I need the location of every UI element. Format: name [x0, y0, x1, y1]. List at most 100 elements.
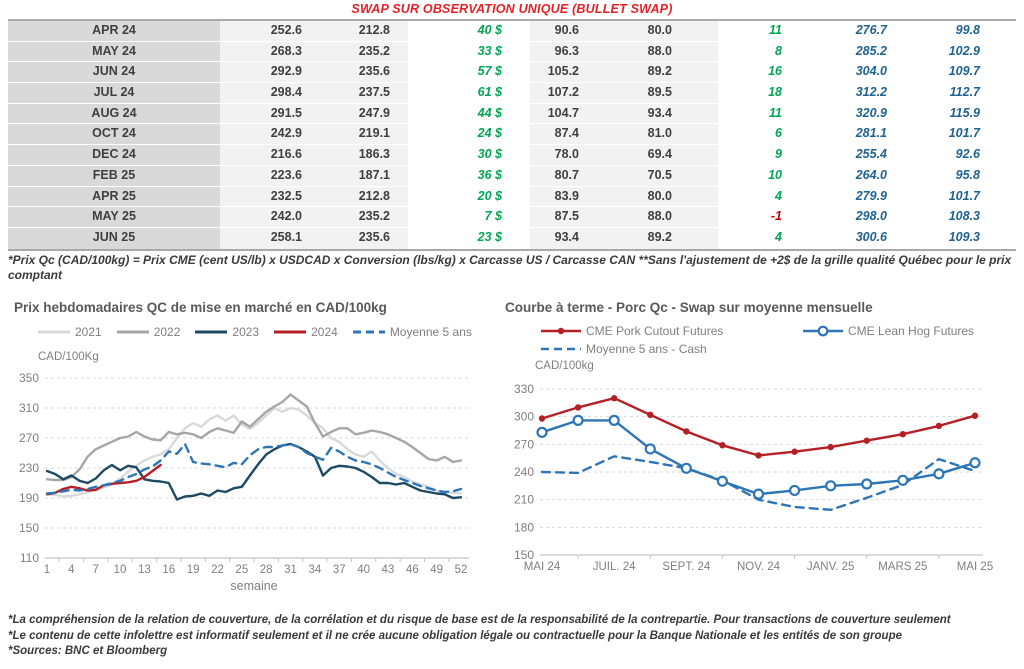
- table-cell: 61 $: [408, 83, 530, 104]
- table-cell: 9: [718, 145, 810, 166]
- table-cell: 95.8: [915, 166, 1016, 187]
- x-tick-label: 1: [44, 564, 50, 576]
- data-point: [536, 426, 548, 438]
- table-cell: 24 $: [408, 124, 530, 146]
- table-cell: 304.0: [810, 62, 915, 84]
- table-cell: 11: [718, 21, 810, 42]
- table-cell: 223.6: [220, 165, 332, 187]
- chart-legend: CME Pork Cutout Futures CME Lean Hog Futu…: [541, 324, 974, 356]
- x-tick-label: JUIL. 24: [593, 561, 636, 573]
- x-tick-label: 46: [406, 564, 419, 576]
- table-cell: 281.1: [810, 124, 915, 146]
- y-tick-label: 300: [514, 410, 534, 424]
- chart-title: Prix hebdomadaires QC de mise en marché …: [14, 300, 387, 315]
- table-row: OCT 24 242.9 219.1 24 $87.4 81.0 6 281.1 101.7: [8, 124, 1016, 146]
- x-tick-label: 37: [333, 564, 346, 576]
- x-tick-label: 31: [284, 564, 297, 576]
- x-tick-label: SEPT. 24: [662, 561, 711, 573]
- table-cell: 264.0: [810, 166, 915, 187]
- x-tick-label: JANV. 25: [807, 561, 855, 573]
- table-cell: 186.3: [332, 145, 408, 166]
- table-cell: 212.8: [332, 21, 408, 42]
- x-axis-label: semaine: [230, 579, 277, 593]
- x-tick-label: 10: [114, 564, 127, 576]
- table-cell: 235.6: [332, 62, 408, 84]
- table-cell: 109.7: [915, 62, 1016, 84]
- data-point: [716, 475, 729, 487]
- y-tick-label: 310: [19, 401, 39, 415]
- y-tick-label: 110: [20, 551, 39, 565]
- table-cell: 291.5: [220, 103, 332, 125]
- table-cell: 216.6: [220, 145, 332, 166]
- data-point: [899, 430, 907, 438]
- legend-item: CME Lean Hog Futures: [803, 324, 974, 338]
- x-tick-label: NOV. 24: [737, 561, 781, 573]
- page-title: SWAP SUR OBSERVATION UNIQUE (BULLET SWAP…: [351, 2, 673, 16]
- series-2022: [45, 393, 463, 482]
- table-cell: 89.2: [625, 227, 718, 249]
- legend-swatch-dashed-line: [541, 347, 581, 351]
- table-cell: 285.2: [810, 42, 915, 63]
- legend-label: 2024: [311, 325, 338, 339]
- legend-label: 2023: [232, 325, 260, 339]
- table-cell: 247.9: [332, 103, 408, 125]
- table-cell: OCT 24: [8, 124, 220, 146]
- table-cell: APR 25: [8, 186, 220, 208]
- legend-swatch-line: [116, 330, 149, 334]
- table-row: MAY 24 268.3 235.2 33 $96.3 88.0 8 285.2 102.9: [8, 41, 1016, 63]
- forward-curve-chart: Courbe à terme - Porc Qc - Swap sur moye…: [505, 300, 1019, 612]
- table-cell: 99.8: [915, 21, 1016, 42]
- table-cell: 6: [718, 124, 810, 146]
- table-footnote: *Prix Qc (CAD/100kg) = Prix CME (cent US…: [8, 253, 1012, 282]
- data-point: [680, 462, 692, 474]
- table-cell: AUG 24: [8, 103, 220, 125]
- table-cell: 93.4: [625, 103, 718, 125]
- table-cell: 235.2: [332, 207, 408, 228]
- table-cell: 112.7: [915, 83, 1016, 104]
- legend-swatch-dot-line: [541, 327, 581, 335]
- table-cell: 235.2: [332, 41, 408, 63]
- table-cell: 87.5: [530, 207, 625, 228]
- table-cell: 219.1: [332, 124, 408, 146]
- y-tick-label: 180: [514, 520, 534, 534]
- table-row: AUG 24 291.5 247.9 44 $104.7 93.4 11 320.9 115.…: [8, 103, 1016, 125]
- table-cell: 320.9: [810, 104, 915, 125]
- y-tick-label: 350: [19, 371, 39, 385]
- y-tick-label: 190: [19, 491, 39, 505]
- table-row: MAY 25 242.0 235.2 7 $87.5 88.0 -1 298.0 108.3: [8, 207, 1016, 228]
- table-cell: 16: [718, 62, 810, 84]
- x-tick-label: 22: [211, 564, 224, 576]
- chart-title: Courbe à terme - Porc Qc - Swap sur moye…: [505, 300, 873, 315]
- table-cell: 109.3: [948, 229, 980, 244]
- data-point: [861, 478, 873, 490]
- x-tick-label: 34: [308, 564, 321, 576]
- table-cell: JUN 25: [8, 227, 220, 249]
- x-tick-label: MAI 24: [524, 561, 561, 573]
- x-tick-label: 7: [93, 564, 99, 576]
- legend-item: CME Pork Cutout Futures: [541, 324, 803, 338]
- table-cell: APR 24: [8, 21, 220, 42]
- table-cell: 90.6: [530, 21, 625, 42]
- legend-label: CME Pork Cutout Futures: [586, 324, 724, 338]
- table-cell: 102.9: [915, 42, 1016, 63]
- x-tick-label: 19: [187, 564, 200, 576]
- x-tick-label: 40: [357, 564, 370, 576]
- table-cell: 107.2: [530, 83, 625, 104]
- data-point: [935, 422, 943, 430]
- table-cell: 30 $: [408, 145, 530, 166]
- table-cell: 40 $: [408, 21, 530, 42]
- table-cell: 292.9: [220, 62, 332, 84]
- disclaimer-line: *Le contenu de cette infolettre est info…: [8, 629, 902, 642]
- legend-label: Moyenne 5 ans: [389, 325, 472, 339]
- y-tick-label: 150: [19, 521, 39, 535]
- table-cell: 33 $: [408, 42, 530, 63]
- table-cell: 18: [718, 83, 810, 104]
- data-point: [897, 474, 909, 486]
- table-cell: 89.2: [625, 62, 718, 84]
- legend-label: 2021: [75, 325, 102, 339]
- table-cell: 8: [718, 42, 810, 63]
- legend-label: Moyenne 5 ans - Cash: [586, 342, 707, 356]
- forward-curve-svg: 150 180 210 240 270 300 330 MAI 24 JUIL. 24 SEPT.…: [514, 382, 993, 573]
- legend-item: 2021: [38, 325, 102, 339]
- table-cell: 23 $: [477, 229, 502, 244]
